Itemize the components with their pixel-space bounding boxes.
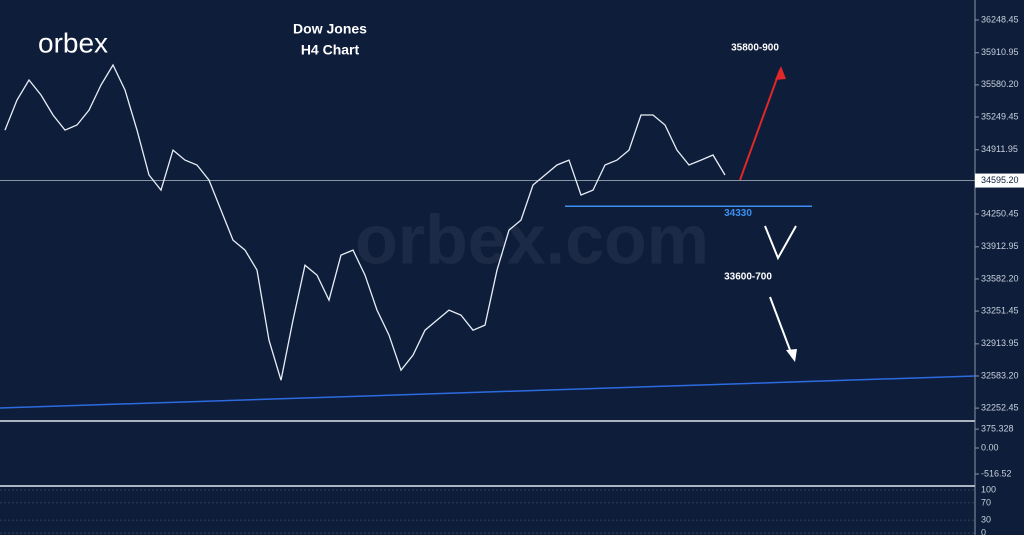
macd-tick-label: 375.328 <box>981 423 1014 433</box>
y-tick-label: 35580.20 <box>981 79 1019 89</box>
arrow-head <box>775 66 786 80</box>
macd-tick-label: -516.52 <box>981 468 1012 478</box>
y-tick-label: 33582.20 <box>981 273 1019 283</box>
price-label: 34595.20 <box>981 175 1019 185</box>
y-tick-label: 32252.45 <box>981 402 1019 412</box>
y-tick-label: 35249.45 <box>981 111 1019 121</box>
price-series <box>4 63 726 381</box>
y-tick-label: 34250.45 <box>981 208 1019 218</box>
price-label-box <box>975 173 1024 188</box>
rsi-tick-label: 30 <box>981 514 991 524</box>
y-tick-label: 32913.95 <box>981 338 1019 348</box>
trend-line <box>0 375 976 409</box>
arrow-head <box>786 349 797 362</box>
y-tick-label: 34911.95 <box>981 144 1018 154</box>
macd-tick-label: 0.00 <box>981 442 999 452</box>
y-tick-label: 33912.95 <box>981 241 1019 251</box>
annotation: 33600-700 <box>724 272 772 283</box>
watermark: orbex.com <box>355 200 709 278</box>
y-tick-label: 35910.95 <box>981 47 1019 57</box>
y-tick-label: 32583.20 <box>981 370 1019 380</box>
annotation: 35800-900 <box>731 43 779 54</box>
rsi-tick-label: 100 <box>981 484 996 494</box>
y-tick-label: 36248.45 <box>981 14 1019 24</box>
rsi-tick-label: 70 <box>981 497 991 507</box>
arrow-up <box>739 69 781 181</box>
arrow-down <box>769 296 794 359</box>
arrow-bounce <box>764 225 797 261</box>
rsi-tick-label: 0 <box>981 527 986 535</box>
support-label: 34330 <box>724 208 752 219</box>
y-tick-label: 33251.45 <box>981 305 1019 315</box>
chart-title: Dow Jones <box>293 21 367 37</box>
chart-subtitle: H4 Chart <box>301 42 360 58</box>
brand-logo: orbex <box>38 27 108 58</box>
